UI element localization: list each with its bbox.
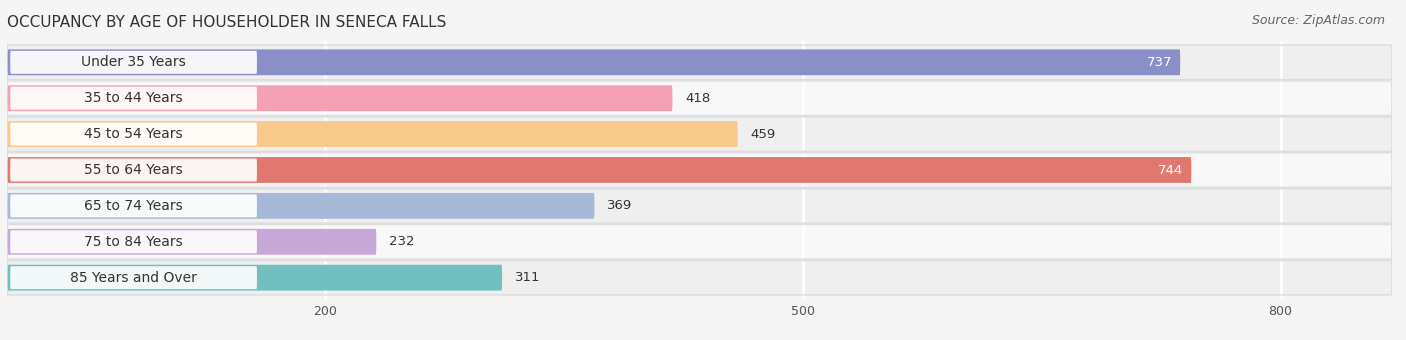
Bar: [7, 80, 1392, 116]
Bar: [7, 152, 1392, 188]
Text: 45 to 54 Years: 45 to 54 Years: [84, 127, 183, 141]
Text: 744: 744: [1159, 164, 1184, 176]
FancyBboxPatch shape: [7, 157, 1191, 183]
FancyBboxPatch shape: [10, 51, 257, 74]
Bar: [7, 116, 1392, 152]
Text: OCCUPANCY BY AGE OF HOUSEHOLDER IN SENECA FALLS: OCCUPANCY BY AGE OF HOUSEHOLDER IN SENEC…: [7, 15, 447, 30]
Text: 35 to 44 Years: 35 to 44 Years: [84, 91, 183, 105]
FancyBboxPatch shape: [10, 266, 257, 289]
Text: 65 to 74 Years: 65 to 74 Years: [84, 199, 183, 213]
FancyBboxPatch shape: [7, 85, 672, 111]
FancyBboxPatch shape: [10, 123, 257, 146]
FancyBboxPatch shape: [10, 158, 257, 182]
FancyBboxPatch shape: [10, 230, 257, 253]
FancyBboxPatch shape: [7, 229, 377, 255]
Bar: [7, 45, 1392, 80]
Bar: [7, 260, 1392, 295]
FancyBboxPatch shape: [10, 194, 257, 217]
Text: 459: 459: [751, 128, 776, 141]
Text: 737: 737: [1147, 56, 1173, 69]
FancyBboxPatch shape: [7, 265, 502, 291]
FancyBboxPatch shape: [10, 87, 257, 110]
Text: 75 to 84 Years: 75 to 84 Years: [84, 235, 183, 249]
Bar: [7, 188, 1392, 224]
FancyBboxPatch shape: [7, 49, 1180, 75]
Text: 55 to 64 Years: 55 to 64 Years: [84, 163, 183, 177]
Text: 232: 232: [389, 235, 415, 248]
Bar: [7, 224, 1392, 260]
Text: Under 35 Years: Under 35 Years: [82, 55, 186, 69]
Text: 418: 418: [685, 92, 710, 105]
FancyBboxPatch shape: [7, 121, 738, 147]
Text: 369: 369: [607, 199, 633, 212]
FancyBboxPatch shape: [7, 193, 595, 219]
Text: 85 Years and Over: 85 Years and Over: [70, 271, 197, 285]
Text: 311: 311: [515, 271, 540, 284]
Text: Source: ZipAtlas.com: Source: ZipAtlas.com: [1251, 14, 1385, 27]
